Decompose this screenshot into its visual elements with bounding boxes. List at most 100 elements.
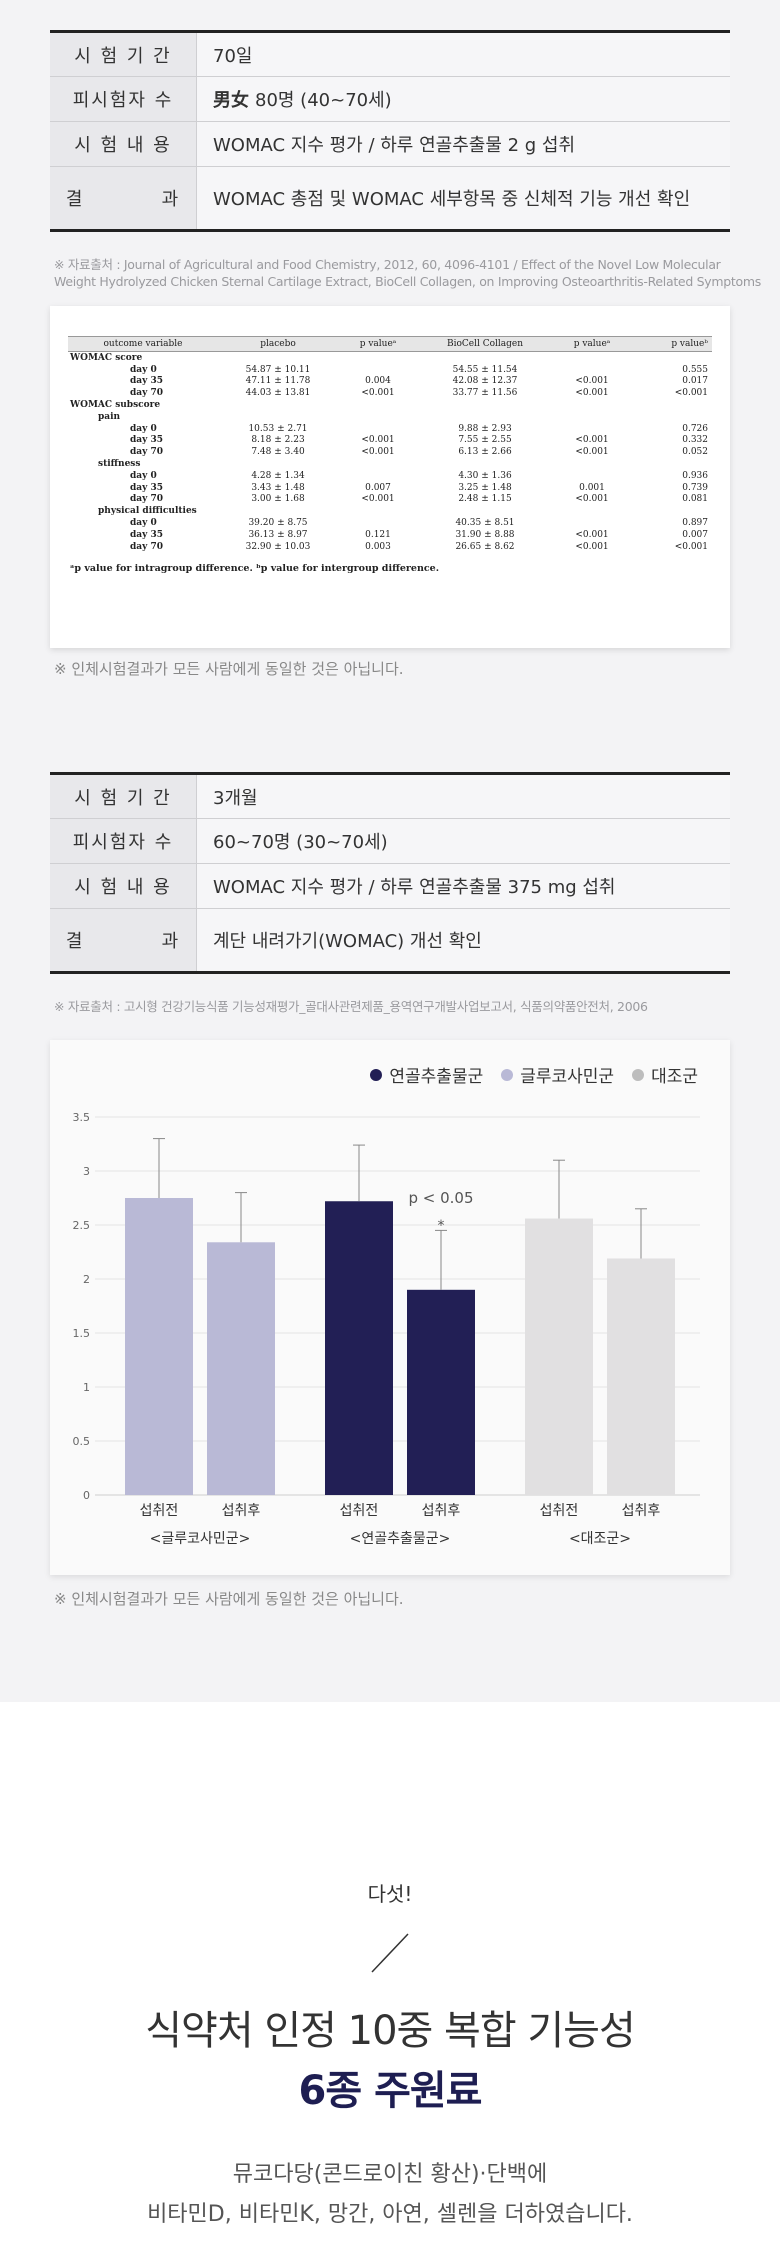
table-cell: <0.001 bbox=[361, 435, 395, 446]
table-row: day 35 47.11 ± 11.78 0.004 42.08 ± 12.37 <0.… bbox=[68, 376, 712, 388]
row-value: WOMAC 지수 평가 / 하루 연골추출물 375 mg 섭취 bbox=[197, 864, 730, 908]
table-cell: 0.081 bbox=[682, 494, 708, 505]
study1-info-table: 시 험 기 간 70일 피시험자 수 男女 80명 (40~70세) 시 험 내 … bbox=[50, 30, 730, 232]
row-value: 3개월 bbox=[197, 775, 730, 818]
table-row: 피시험자 수 男女 80명 (40~70세) bbox=[50, 77, 730, 122]
row-label: 시 험 기 간 bbox=[50, 775, 197, 818]
table-cell: 4.28 ± 1.34 bbox=[251, 470, 305, 481]
table-row: day 35 36.13 ± 8.97 0.121 31.90 ± 8.88 <0.00… bbox=[68, 529, 712, 541]
table-cell: 3.43 ± 1.48 bbox=[251, 482, 305, 493]
table-cell: <0.001 bbox=[575, 494, 609, 505]
table-cell: 42.08 ± 12.37 bbox=[452, 376, 518, 387]
table-cell: day 35 bbox=[130, 435, 164, 446]
table-cell: <0.001 bbox=[575, 529, 609, 540]
source-line: ※ 자료출처 : Journal of Agricultural and Foo… bbox=[54, 257, 721, 272]
table-cell: day 70 bbox=[130, 541, 164, 552]
table-cell: 0.555 bbox=[682, 364, 708, 375]
table-cell: 33.77 ± 11.56 bbox=[452, 388, 518, 399]
table-cell: day 0 bbox=[130, 364, 157, 375]
header-cell: p valueᵃ bbox=[573, 339, 611, 349]
table-cell: 8.18 ± 2.23 bbox=[251, 435, 305, 446]
section-title-bold: 6종 주원료 bbox=[298, 2068, 483, 2114]
table-row: day 0 4.28 ± 1.34 4.30 ± 1.36 0.936 bbox=[68, 470, 712, 482]
row-label: 시 험 내 용 bbox=[50, 864, 197, 908]
legend-item: 연골추출물군 bbox=[370, 1062, 483, 1087]
y-tick-label: 0 bbox=[83, 1489, 90, 1502]
section-title: 식약처 인정 10중 복합 기능성 bbox=[145, 2008, 636, 2054]
table-row: WOMAC score bbox=[68, 352, 712, 364]
legend-dot-icon bbox=[370, 1068, 383, 1081]
category-label: 섭취후 bbox=[222, 1503, 261, 1519]
y-tick-label: 1 bbox=[83, 1381, 90, 1394]
table-cell: 0.739 bbox=[682, 482, 708, 493]
section-number: 다섯! bbox=[367, 1882, 413, 1906]
bar bbox=[607, 1258, 675, 1495]
header-cell: BioCell Collagen bbox=[446, 339, 524, 349]
header-cell: outcome variable bbox=[103, 339, 183, 349]
table-cell: 0.017 bbox=[682, 376, 708, 387]
table-cell: <0.001 bbox=[361, 494, 395, 505]
category-label: 섭취전 bbox=[540, 1503, 579, 1519]
table-cell: 54.55 ± 11.54 bbox=[452, 364, 518, 375]
y-tick-label: 2.5 bbox=[73, 1219, 91, 1232]
table-cell: 0.004 bbox=[365, 376, 391, 387]
table-cell: day 70 bbox=[130, 494, 164, 505]
table-cell: 2.48 ± 1.15 bbox=[458, 494, 512, 505]
row-value: 男女 80명 (40~70세) bbox=[197, 77, 730, 121]
table-cell: 26.65 ± 8.62 bbox=[455, 541, 515, 552]
table-cell: WOMAC score bbox=[70, 352, 143, 363]
table-row: day 0 39.20 ± 8.75 40.35 ± 8.51 0.897 bbox=[68, 517, 712, 529]
legend-label: 글루코사민군 bbox=[520, 1067, 615, 1087]
table-row: physical difficulties bbox=[68, 505, 712, 517]
table-cell: 3.25 ± 1.48 bbox=[458, 482, 512, 493]
table-row: 시 험 내 용 WOMAC 지수 평가 / 하루 연골추출물 2 g 섭취 bbox=[50, 122, 730, 167]
chart-card: 연골추출물군 글루코사민군 대조군 0 0.5 1 1.5 2 2.5 3 3.5 섭취전 섭취후 <글… bbox=[50, 1040, 730, 1575]
table-row: day 35 3.43 ± 1.48 0.007 3.25 ± 1.48 0.001 0.… bbox=[68, 482, 712, 494]
table-cell: day 35 bbox=[130, 376, 164, 387]
row-label: 시 험 내 용 bbox=[50, 122, 197, 166]
table-cell: <0.001 bbox=[674, 541, 708, 552]
bar bbox=[207, 1242, 275, 1495]
group-label: <글루코사민군> bbox=[150, 1531, 251, 1547]
table-row: 피시험자 수 60~70명 (30~70세) bbox=[50, 819, 730, 864]
row-label: 결 과 bbox=[50, 909, 197, 971]
significance-annotation: p < 0.05 bbox=[408, 1189, 473, 1207]
table-cell: 10.53 ± 2.71 bbox=[248, 423, 308, 434]
row-value: 60~70명 (30~70세) bbox=[197, 819, 730, 863]
table-cell: <0.001 bbox=[361, 447, 395, 458]
paper-table: outcome variable placebo p valueᵃ BioCel… bbox=[68, 336, 712, 574]
row-label: 피시험자 수 bbox=[50, 819, 197, 863]
table-row: day 70 7.48 ± 3.40 <0.001 6.13 ± 2.66 <0.001… bbox=[68, 446, 712, 458]
table-cell: 6.13 ± 2.66 bbox=[458, 447, 512, 458]
table-cell: physical difficulties bbox=[98, 506, 197, 517]
legend-dot-icon bbox=[501, 1068, 514, 1081]
source-line: Weight Hydrolyzed Chicken Sternal Cartil… bbox=[54, 274, 761, 289]
bar bbox=[525, 1218, 593, 1495]
table-row: day 0 54.87 ± 10.11 54.55 ± 11.54 0.555 bbox=[68, 364, 712, 376]
legend-item: 글루코사민군 bbox=[501, 1062, 614, 1087]
study2-info-table: 시 험 기 간 3개월 피시험자 수 60~70명 (30~70세) 시 험 내… bbox=[50, 772, 730, 974]
legend-dot-icon bbox=[632, 1068, 645, 1081]
category-label: 섭취후 bbox=[622, 1503, 661, 1519]
table-cell: <0.001 bbox=[575, 435, 609, 446]
study1-note: ※ 인체시험결과가 모든 사람에게 동일한 것은 아닙니다. bbox=[54, 660, 404, 678]
table-cell: 0.007 bbox=[682, 529, 708, 540]
category-label: 섭취전 bbox=[340, 1503, 379, 1519]
category-label: 섭취전 bbox=[140, 1503, 179, 1519]
table-cell: 32.90 ± 10.03 bbox=[245, 541, 311, 552]
table-row: 결 과 WOMAC 총점 및 WOMAC 세부항목 중 신체적 기능 개선 확인 bbox=[50, 167, 730, 229]
table-cell: 54.87 ± 10.11 bbox=[245, 364, 311, 375]
table-cell: day 35 bbox=[130, 482, 164, 493]
table-row: 결 과 계단 내려가기(WOMAC) 개선 확인 bbox=[50, 909, 730, 971]
row-value-text: 80명 (40~70세) bbox=[255, 90, 392, 111]
row-label: 시 험 기 간 bbox=[50, 33, 197, 76]
table-cell: 9.88 ± 2.93 bbox=[458, 423, 512, 434]
row-label: 피시험자 수 bbox=[50, 77, 197, 121]
table-row: stiffness bbox=[68, 458, 712, 470]
header-cell: placebo bbox=[260, 339, 296, 349]
table-cell: day 0 bbox=[130, 470, 157, 481]
table-cell: <0.001 bbox=[575, 376, 609, 387]
table-cell: stiffness bbox=[98, 459, 141, 470]
bar bbox=[325, 1201, 393, 1495]
